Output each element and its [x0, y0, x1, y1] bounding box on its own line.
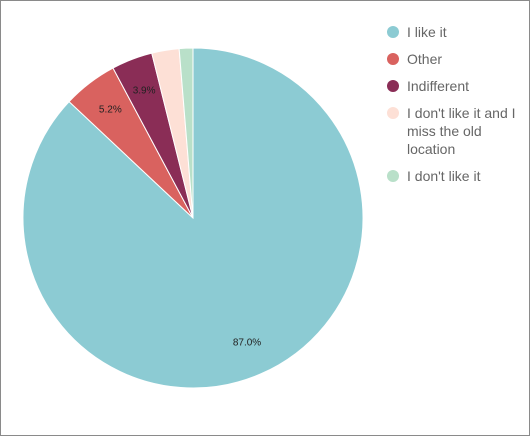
legend-marker: [387, 170, 399, 182]
legend-label: Other: [407, 51, 443, 67]
legend-item: I like it: [387, 23, 522, 41]
legend-item: Indifferent: [387, 77, 522, 95]
slice-label: 3.9%: [133, 86, 156, 97]
legend-marker: [387, 107, 399, 119]
legend-item: Other: [387, 50, 522, 68]
legend-item: I don't like it and I miss the old locat…: [387, 104, 522, 158]
legend: I like it Other Indifferent I don't like it…: [387, 23, 522, 194]
legend-label: I don't like it: [407, 168, 481, 184]
legend-label: Indifferent: [407, 78, 470, 94]
legend-marker: [387, 26, 399, 38]
legend-item: I don't like it: [387, 167, 522, 185]
slice-label: 87.0%: [233, 337, 261, 348]
slice-label: 5.2%: [99, 105, 122, 116]
pie-slice: [22, 47, 364, 389]
legend-label: I don't like it and I miss the old locat…: [407, 105, 516, 157]
legend-marker: [387, 53, 399, 65]
pie-slice: [178, 47, 194, 219]
legend-marker: [387, 80, 399, 92]
legend-label: I like it: [407, 24, 447, 40]
